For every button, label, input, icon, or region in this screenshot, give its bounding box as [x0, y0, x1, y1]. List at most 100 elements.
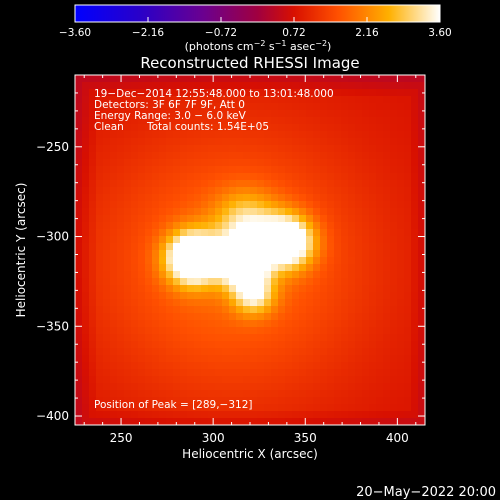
- heatmap-cell: [341, 222, 349, 230]
- heatmap-cell: [75, 166, 83, 174]
- heatmap-cell: [82, 180, 90, 188]
- heatmap-cell: [418, 278, 426, 286]
- heatmap-cell: [159, 355, 167, 363]
- heatmap-cell: [327, 348, 335, 356]
- heatmap-cell: [194, 194, 202, 202]
- heatmap-cell: [75, 292, 83, 300]
- heatmap-cell: [110, 341, 118, 349]
- heatmap-cell: [201, 376, 209, 384]
- heatmap-cell: [82, 159, 90, 167]
- heatmap-cell: [418, 292, 426, 300]
- heatmap-cell: [117, 166, 125, 174]
- heatmap-cell: [278, 306, 286, 314]
- heatmap-cell: [411, 124, 419, 132]
- heatmap-cell: [152, 397, 160, 405]
- heatmap-cell: [159, 82, 167, 90]
- heatmap-cell: [131, 397, 139, 405]
- heatmap-cell: [257, 103, 265, 111]
- heatmap-cell: [152, 208, 160, 216]
- heatmap-cell: [215, 397, 223, 405]
- heatmap-cell: [404, 313, 412, 321]
- heatmap-cell: [292, 376, 300, 384]
- heatmap-cell: [292, 348, 300, 356]
- heatmap-cell: [271, 362, 279, 370]
- heatmap-cell: [145, 103, 153, 111]
- heatmap-cell: [201, 208, 209, 216]
- heatmap-cell: [152, 124, 160, 132]
- heatmap-cell: [320, 103, 328, 111]
- heatmap-cell: [124, 271, 132, 279]
- heatmap-cell: [222, 145, 230, 153]
- heatmap-cell: [334, 369, 342, 377]
- heatmap-cell: [180, 418, 188, 426]
- heatmap-cell: [250, 124, 258, 132]
- heatmap-cell: [243, 369, 251, 377]
- heatmap-cell: [124, 383, 132, 391]
- heatmap-cell: [271, 229, 279, 237]
- heatmap-cell: [362, 348, 370, 356]
- heatmap-cell: [215, 201, 223, 209]
- heatmap-cell: [404, 390, 412, 398]
- heatmap-cell: [390, 369, 398, 377]
- heatmap-cell: [173, 145, 181, 153]
- heatmap-cell: [187, 236, 195, 244]
- heatmap-cell: [285, 159, 293, 167]
- heatmap-cell: [376, 201, 384, 209]
- heatmap-cell: [369, 390, 377, 398]
- heatmap-cell: [243, 152, 251, 160]
- heatmap-cell: [145, 187, 153, 195]
- heatmap-cell: [299, 348, 307, 356]
- heatmap-cell: [418, 194, 426, 202]
- heatmap-cell: [215, 411, 223, 419]
- heatmap-cell: [306, 166, 314, 174]
- heatmap-cell: [236, 222, 244, 230]
- heatmap-cell: [159, 180, 167, 188]
- heatmap-cell: [369, 145, 377, 153]
- heatmap-cell: [152, 96, 160, 104]
- heatmap-cell: [215, 292, 223, 300]
- heatmap-cell: [257, 89, 265, 97]
- heatmap-cell: [166, 82, 174, 90]
- heatmap-cell: [390, 320, 398, 328]
- heatmap-cell: [292, 334, 300, 342]
- heatmap-cell: [145, 138, 153, 146]
- heatmap-cell: [390, 215, 398, 223]
- heatmap-cell: [82, 138, 90, 146]
- heatmap-cell: [243, 166, 251, 174]
- heatmap-cell: [131, 271, 139, 279]
- heatmap-cell: [264, 89, 272, 97]
- heatmap-cell: [285, 285, 293, 293]
- heatmap-cell: [404, 306, 412, 314]
- heatmap-cell: [362, 131, 370, 139]
- heatmap-cell: [369, 397, 377, 405]
- heatmap-cell: [299, 173, 307, 181]
- heatmap-cell: [82, 285, 90, 293]
- heatmap-cell: [138, 355, 146, 363]
- heatmap-cell: [320, 201, 328, 209]
- heatmap-cell: [257, 152, 265, 160]
- heatmap-cell: [96, 418, 104, 426]
- heatmap-cell: [404, 201, 412, 209]
- heatmap-cell: [348, 369, 356, 377]
- heatmap-cell: [299, 194, 307, 202]
- heatmap-cell: [250, 82, 258, 90]
- heatmap-cell: [201, 236, 209, 244]
- heatmap-cell: [103, 369, 111, 377]
- heatmap-cell: [362, 313, 370, 321]
- heatmap-cell: [271, 418, 279, 426]
- heatmap-cell: [383, 152, 391, 160]
- heatmap-cell: [180, 229, 188, 237]
- heatmap-cell: [369, 376, 377, 384]
- heatmap-cell: [222, 89, 230, 97]
- heatmap-cell: [208, 145, 216, 153]
- heatmap-cell: [180, 103, 188, 111]
- heatmap-cell: [327, 250, 335, 258]
- heatmap-cell: [180, 201, 188, 209]
- heatmap-cell: [187, 369, 195, 377]
- heatmap-cell: [334, 327, 342, 335]
- heatmap-cell: [250, 404, 258, 412]
- heatmap-cell: [145, 418, 153, 426]
- heatmap-cell: [299, 362, 307, 370]
- heatmap-cell: [369, 159, 377, 167]
- heatmap-cell: [180, 110, 188, 118]
